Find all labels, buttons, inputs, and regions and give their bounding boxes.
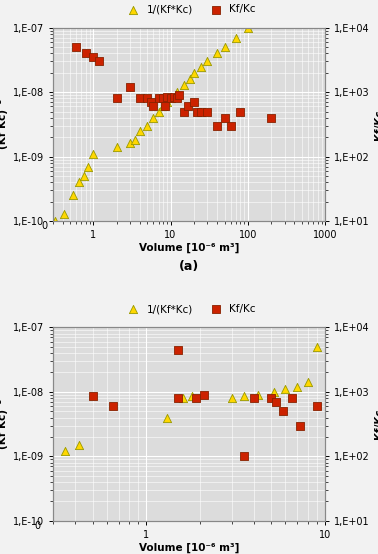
Y-axis label: (Kf Kc)⁻¹: (Kf Kc)⁻¹ [0, 399, 8, 449]
Point [61, 209, 67, 218]
Text: 0: 0 [34, 521, 40, 531]
Point [156, 94, 162, 103]
Point [160, 94, 166, 103]
Y-axis label: Kf/Kc: Kf/Kc [374, 109, 378, 140]
Point [96, 57, 102, 66]
Y-axis label: Kf/Kc: Kf/Kc [374, 409, 378, 439]
Point [127, 83, 133, 91]
Point [214, 121, 220, 130]
Point [204, 107, 211, 116]
Point [271, 387, 277, 396]
Point [113, 143, 119, 152]
Point [150, 114, 156, 122]
Point [251, 394, 257, 403]
Point [282, 385, 288, 394]
Point [245, 23, 251, 32]
Point [181, 80, 187, 89]
X-axis label: Volume [10⁻⁶ m³]: Volume [10⁻⁶ m³] [139, 243, 239, 253]
Point [62, 447, 68, 455]
X-axis label: Volume [10⁻⁶ m³]: Volume [10⁻⁶ m³] [139, 542, 239, 553]
Point [198, 107, 204, 116]
Point [297, 421, 303, 430]
Point [110, 402, 116, 411]
Point [81, 172, 87, 181]
Point [85, 162, 91, 171]
Point [76, 440, 82, 449]
Point [233, 33, 239, 42]
Point [191, 68, 197, 77]
Point [194, 107, 200, 116]
Point [164, 93, 170, 101]
Point [132, 136, 138, 145]
Point [90, 150, 96, 158]
Point [174, 94, 180, 103]
Point [137, 94, 143, 103]
Point [201, 391, 207, 399]
Point [52, 217, 58, 225]
Point [228, 121, 234, 130]
Point [204, 57, 211, 66]
Point [175, 394, 181, 403]
Text: (a): (a) [179, 260, 199, 273]
Point [240, 452, 246, 461]
Legend: 1/(Kf*Kc), Kf/Kc: 1/(Kf*Kc), Kf/Kc [118, 300, 260, 319]
Point [144, 121, 150, 130]
Point [314, 402, 320, 411]
Point [268, 394, 274, 403]
Point [193, 394, 199, 403]
Point [314, 342, 320, 351]
Point [70, 191, 76, 200]
Point [76, 178, 82, 187]
Point [162, 102, 168, 111]
Point [181, 107, 187, 116]
Point [189, 392, 195, 401]
Point [268, 114, 274, 122]
Point [305, 378, 311, 387]
Point [187, 75, 193, 84]
Point [90, 392, 96, 401]
Y-axis label: (Kf Kc)⁻¹: (Kf Kc)⁻¹ [0, 99, 8, 150]
Point [73, 43, 79, 52]
Point [127, 139, 133, 148]
Point [214, 49, 220, 58]
Point [255, 391, 261, 399]
Point [222, 43, 228, 52]
Point [229, 394, 235, 403]
Point [137, 126, 143, 135]
Point [156, 107, 162, 116]
Point [198, 62, 204, 71]
Point [83, 49, 89, 58]
Point [280, 407, 286, 416]
Point [237, 107, 243, 116]
Point [240, 392, 246, 401]
Point [289, 394, 295, 403]
Point [191, 98, 197, 106]
Point [144, 94, 150, 103]
Point [160, 102, 166, 111]
Text: 0: 0 [41, 221, 48, 231]
Point [150, 102, 156, 111]
Point [185, 102, 191, 111]
Point [167, 94, 174, 103]
Point [177, 91, 183, 100]
Point [180, 394, 186, 403]
Legend: 1/(Kf*Kc), Kf/Kc: 1/(Kf*Kc), Kf/Kc [118, 1, 260, 19]
Point [174, 88, 180, 96]
Point [171, 93, 177, 101]
Point [164, 98, 170, 106]
Point [175, 345, 181, 354]
Point [90, 53, 96, 61]
Point [294, 382, 301, 391]
Point [164, 413, 170, 422]
Point [222, 114, 228, 122]
Point [147, 98, 153, 106]
Point [113, 94, 119, 103]
Point [273, 397, 279, 406]
Point [167, 94, 174, 103]
